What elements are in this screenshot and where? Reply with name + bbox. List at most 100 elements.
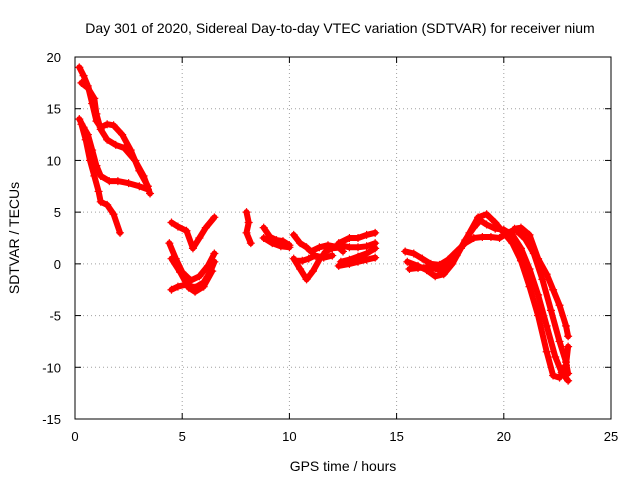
data-points-arc-4 [77,120,125,237]
data-point [276,242,285,251]
data-point [90,94,99,103]
data-point [118,130,127,139]
y-axis-label: SDTVAR / TECUs [6,182,22,294]
data-point [405,265,414,274]
data-point [319,253,328,262]
data-point [242,228,251,237]
data-point [516,223,525,232]
x-tick-label: 25 [604,429,618,444]
data-point [244,218,253,227]
data-point [173,222,182,231]
data-point [549,285,558,294]
data-point [77,78,86,87]
data-point [259,223,268,232]
data-point [167,218,176,227]
data-point [482,220,491,229]
data-points-arc-18 [334,253,380,270]
data-point [195,234,204,242]
data-point [90,171,99,180]
data-point [354,243,363,252]
data-point [401,247,410,256]
data-point [113,177,122,186]
data-point [439,270,448,279]
data-point [302,275,311,284]
data-point [542,347,551,356]
data-point [431,272,440,281]
data-point [311,251,320,260]
data-point [444,261,453,270]
data-point [135,182,144,191]
data-point [424,262,433,271]
data-points-arc-9 [242,208,255,248]
data-point [79,71,88,80]
data-point [304,254,313,263]
data-point [508,230,517,239]
data-point [131,156,140,165]
data-point [83,84,92,93]
data-point [486,232,495,241]
data-point [296,265,305,274]
y-tick-label: 0 [54,257,61,272]
y-tick-label: 10 [47,153,61,168]
data-points-arc-5 [167,213,219,253]
data-point [564,376,573,385]
data-point [139,171,148,180]
data-point [345,259,354,268]
y-tick-label: 5 [54,205,61,220]
data-point [210,213,219,222]
data-point [414,263,423,272]
data-point [167,254,176,263]
data-point [435,266,444,275]
data-point [345,243,354,252]
data-point [210,257,219,266]
data-points-arc-2 [77,78,155,198]
data-points-arc-11 [259,234,294,252]
data-point [302,243,311,252]
data-point [208,267,217,276]
data-point [259,234,268,242]
data-point [371,228,380,237]
data-point [362,230,371,239]
data-points-arc-8 [167,254,217,296]
data-series [75,63,573,385]
data-series-arc-21 [406,217,572,384]
data-point [564,342,573,351]
data-point [109,210,118,219]
data-point [354,257,363,266]
data-points-arc-21 [405,216,573,385]
y-tick-label: 20 [47,50,61,65]
data-point [167,285,176,294]
data-point [96,125,105,134]
data-point [409,249,418,258]
data-point [491,224,500,233]
data-point [564,332,573,341]
data-point [86,156,95,165]
data-point [306,247,315,256]
data-point [469,223,478,232]
data-series-arc-8 [168,255,216,295]
data-point [315,243,324,252]
data-point [371,253,380,262]
data-point [336,241,345,250]
data-series-arc-11 [260,235,293,251]
data-point [549,371,558,380]
y-tick-label: 15 [47,102,61,117]
data-point [143,185,152,194]
data-point [176,268,185,277]
data-point [564,369,573,378]
data-point [521,235,530,244]
x-tick-label: 5 [179,429,186,444]
data-point [103,135,112,144]
data-point [195,272,204,281]
data-point [495,234,504,242]
data-point [371,244,380,253]
data-series-arc-5 [168,214,218,252]
data-point [538,275,547,284]
data-point [546,306,555,315]
data-point [116,228,125,237]
data-point [188,244,197,253]
data-point [201,223,210,232]
data-point [354,234,363,242]
data-point [529,249,538,258]
